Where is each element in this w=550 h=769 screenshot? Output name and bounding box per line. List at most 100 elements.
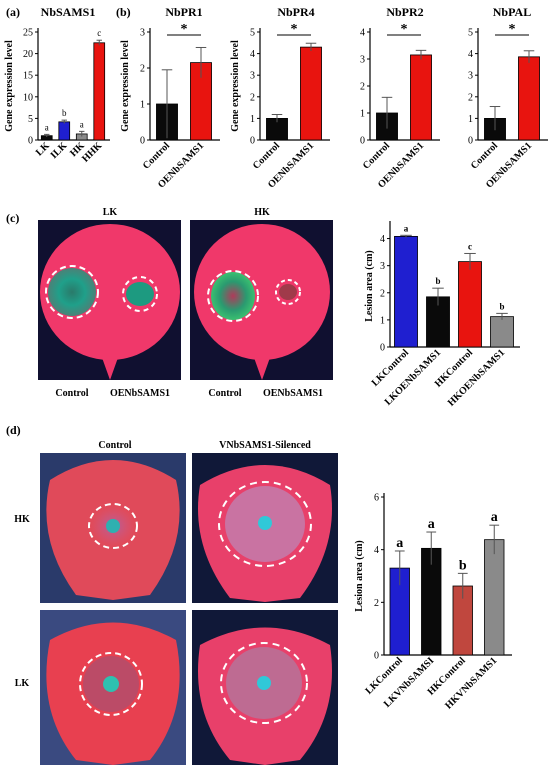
photo-d-lk-control xyxy=(40,610,186,765)
photo-d-row-label-lk: LK xyxy=(15,678,30,689)
bar-c-0 xyxy=(394,235,418,348)
category-label-b2-0: Control xyxy=(251,140,282,171)
y-tick-label-b2-4: 4 xyxy=(250,49,255,60)
y-tick-label-c-2: 2 xyxy=(380,288,385,299)
panel-label-a: (a) xyxy=(6,5,20,19)
y-tick-label-d-1: 2 xyxy=(374,598,379,609)
sig-letter-a-3: c xyxy=(97,28,101,38)
photo-c-label-oe-2: OENbSAMS1 xyxy=(263,388,323,399)
photo-c-top-label-lk: LK xyxy=(103,207,118,218)
photo-d-top-label-control: Control xyxy=(98,440,131,451)
y-axis-label-c: Lesion area (cm) xyxy=(364,250,375,321)
y-tick-label-b2-0: 0 xyxy=(250,136,255,147)
category-label-a-0: LK xyxy=(34,140,52,158)
y-tick-label-b2-5: 5 xyxy=(250,28,255,39)
chart-title-b4: NbPAL xyxy=(493,5,531,19)
y-tick-label-b1-1: 1 xyxy=(140,100,145,111)
y-tick-label-b1-3: 3 xyxy=(140,28,145,39)
photo-d-row-label-hk: HK xyxy=(14,514,30,525)
y-tick-label-c-4: 4 xyxy=(380,234,385,245)
bar-c-2 xyxy=(458,261,482,348)
photo-d-hk-silenced xyxy=(192,453,338,603)
sig-letter-a-1: b xyxy=(62,108,67,118)
category-label-a-1: ILK xyxy=(49,140,70,161)
photo-c-label-oe-1: OENbSAMS1 xyxy=(110,388,170,399)
y-tick-label-b4-0: 0 xyxy=(468,136,473,147)
sig-letter-c-3: b xyxy=(499,301,504,311)
sig-letter-d-1: a xyxy=(428,517,435,532)
y-tick-label-c-3: 3 xyxy=(380,261,385,272)
y-tick-label-c-0: 0 xyxy=(380,343,385,354)
panel-label-b: (b) xyxy=(116,5,131,19)
bar-c-3 xyxy=(490,316,514,348)
sig-letter-a-2: a xyxy=(80,119,84,129)
sig-letter-a-0: a xyxy=(45,122,49,132)
lesion-c-hk-oe xyxy=(279,284,297,300)
y-tick-label-b3-3: 3 xyxy=(360,55,365,66)
bar-d-3 xyxy=(484,539,505,656)
y-tick-label-a-0: 0 xyxy=(28,136,33,147)
y-tick-label-b2-1: 1 xyxy=(250,114,255,125)
photo-c-label-control-1: Control xyxy=(55,388,88,399)
y-tick-label-c-1: 1 xyxy=(380,315,385,326)
y-axis-label-d: Lesion area (cm) xyxy=(354,540,365,611)
photo-d-top-label-silenced: VNbSAMS1-Silenced xyxy=(219,440,311,451)
category-label-c-3: HKOENbSAMS1 xyxy=(446,347,507,408)
y-tick-label-b4-2: 2 xyxy=(468,92,473,103)
bar-b4-1 xyxy=(518,56,540,141)
y-tick-label-d-2: 4 xyxy=(374,545,379,556)
y-tick-label-b4-1: 1 xyxy=(468,114,473,125)
sig-star-b2: * xyxy=(291,22,298,37)
category-label-b1-0: Control xyxy=(141,140,172,171)
category-label-a-3: HHK xyxy=(80,140,104,164)
y-axis-label-b1: Gene expression level xyxy=(120,40,131,132)
y-tick-label-a-1: 5 xyxy=(28,114,33,125)
lesion-c-lk-control xyxy=(48,268,96,316)
photo-d-lk-silenced xyxy=(192,610,338,765)
chart-title-b3: NbPR2 xyxy=(386,5,423,19)
y-tick-label-b2-2: 2 xyxy=(250,92,255,103)
category-label-b3-0: Control xyxy=(361,140,392,171)
y-axis-label-b2: Gene expression level xyxy=(230,40,241,132)
sig-star-b1: * xyxy=(181,22,188,37)
y-tick-label-b3-2: 2 xyxy=(360,82,365,93)
y-tick-label-a-4: 20 xyxy=(23,49,33,60)
y-tick-label-b1-2: 2 xyxy=(140,64,145,75)
y-tick-label-a-2: 10 xyxy=(23,92,33,103)
photo-d-hk-control xyxy=(40,453,186,603)
y-tick-label-b3-4: 4 xyxy=(360,28,365,39)
y-tick-label-a-5: 25 xyxy=(23,28,33,39)
lesion-c-hk-control xyxy=(211,272,255,320)
photo-c-lk xyxy=(38,220,181,380)
bar-b3-1 xyxy=(410,54,432,141)
y-tick-label-b3-0: 0 xyxy=(360,136,365,147)
photo-c-hk xyxy=(190,220,333,380)
y-tick-label-b4-3: 3 xyxy=(468,71,473,82)
bar-a-3 xyxy=(93,42,106,141)
category-label-b4-0: Control xyxy=(469,140,500,171)
sig-letter-d-3: a xyxy=(491,510,498,525)
chart-title-b1: NbPR1 xyxy=(165,5,202,19)
sig-star-b4: * xyxy=(509,22,516,37)
y-tick-label-b1-0: 0 xyxy=(140,136,145,147)
chart-title-a: NbSAMS1 xyxy=(41,5,96,19)
y-tick-label-b3-1: 1 xyxy=(360,109,365,120)
lesion-c-lk-oe xyxy=(126,282,154,306)
y-axis-label-a: Gene expression level xyxy=(4,40,15,132)
sig-letter-d-0: a xyxy=(396,536,403,551)
y-tick-label-d-0: 0 xyxy=(374,651,379,662)
sig-letter-d-2: b xyxy=(459,558,467,573)
chart-title-b2: NbPR4 xyxy=(277,5,314,19)
panel-label-d: (d) xyxy=(6,423,21,437)
sig-letter-c-1: b xyxy=(435,276,440,286)
bar-a-1 xyxy=(58,121,71,141)
y-tick-label-a-3: 15 xyxy=(23,71,33,82)
y-tick-label-d-3: 6 xyxy=(374,493,379,504)
